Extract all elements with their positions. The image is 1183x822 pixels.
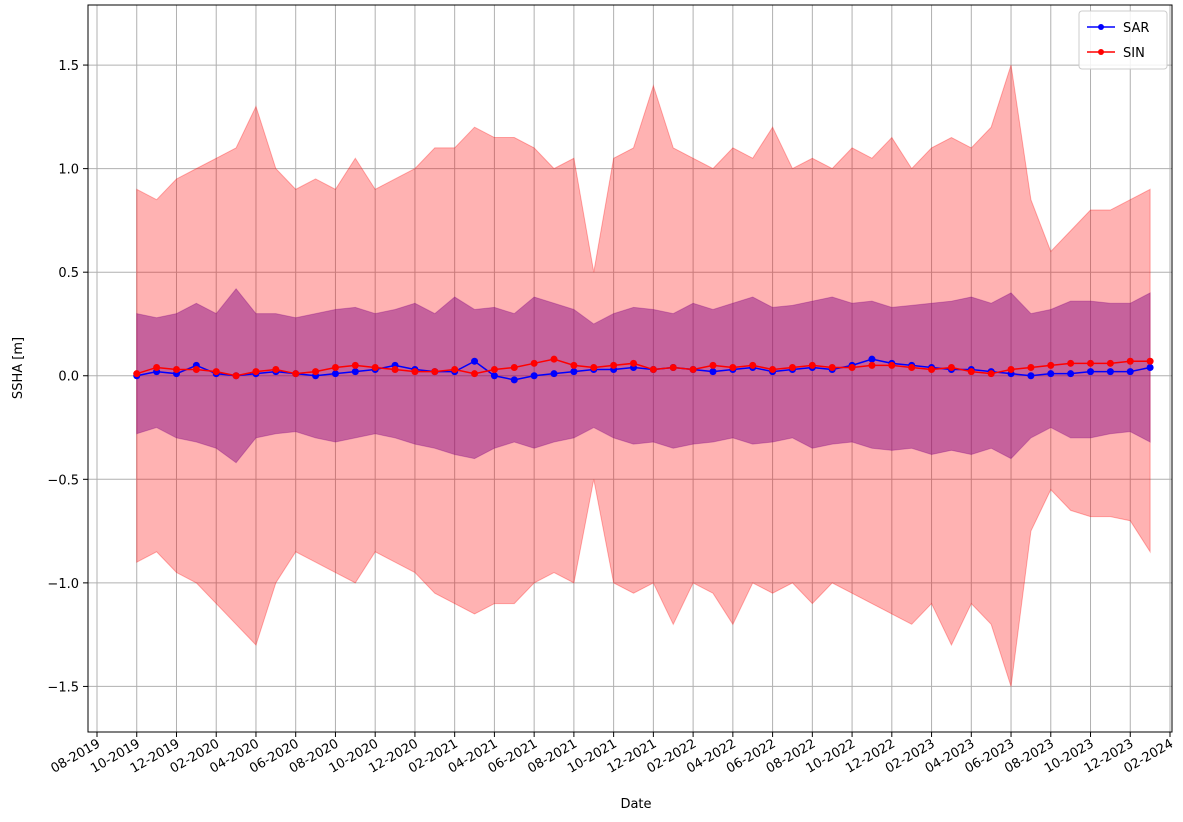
point xyxy=(868,361,876,369)
point xyxy=(252,368,260,376)
point xyxy=(1067,370,1075,378)
point xyxy=(828,363,836,371)
point xyxy=(1106,359,1114,367)
point xyxy=(1027,363,1035,371)
point xyxy=(630,359,637,367)
point xyxy=(530,372,538,380)
series-line xyxy=(136,358,1151,377)
point xyxy=(490,366,498,374)
point xyxy=(1027,372,1035,380)
point xyxy=(312,368,320,376)
y-tick-label: 0.5 xyxy=(58,266,79,281)
point xyxy=(1146,363,1154,371)
point xyxy=(1047,361,1055,369)
point xyxy=(908,363,916,371)
point xyxy=(1087,359,1095,367)
point xyxy=(1007,366,1015,374)
point xyxy=(451,366,459,374)
legend-label: SAR xyxy=(1123,21,1149,36)
point xyxy=(808,361,816,369)
point xyxy=(530,359,538,367)
point xyxy=(550,355,558,363)
band xyxy=(136,64,1151,687)
point xyxy=(351,368,359,376)
point xyxy=(689,366,697,374)
frame xyxy=(87,4,1173,733)
point xyxy=(888,361,896,369)
point xyxy=(729,363,737,371)
point xyxy=(1146,357,1154,365)
point xyxy=(411,368,419,376)
point xyxy=(570,361,578,369)
point xyxy=(351,361,359,369)
point xyxy=(510,376,518,384)
point xyxy=(1087,368,1095,376)
point xyxy=(610,361,618,369)
y-tick-label: −1.5 xyxy=(47,680,79,695)
y-axis-label: SSHA [m] xyxy=(11,337,26,399)
point xyxy=(1067,359,1075,367)
point xyxy=(848,363,856,371)
point xyxy=(331,363,339,371)
point xyxy=(669,363,677,371)
point xyxy=(272,366,280,374)
legend-marker xyxy=(1098,49,1104,55)
point xyxy=(172,366,180,374)
point xyxy=(570,368,578,376)
series-line xyxy=(136,358,1151,381)
point xyxy=(868,355,876,363)
y-tick-label: −0.5 xyxy=(47,473,79,488)
point xyxy=(649,366,657,374)
point xyxy=(928,366,936,374)
point xyxy=(947,363,955,371)
point xyxy=(1126,357,1134,365)
point xyxy=(431,368,439,376)
point xyxy=(788,363,796,371)
point xyxy=(212,368,220,376)
point xyxy=(550,370,558,378)
point xyxy=(490,372,498,380)
point xyxy=(987,370,995,378)
point xyxy=(967,368,975,376)
legend-label: SIN xyxy=(1123,46,1145,61)
point xyxy=(391,366,399,374)
point xyxy=(510,363,518,371)
point xyxy=(1126,368,1134,376)
point xyxy=(1106,368,1114,376)
point xyxy=(769,366,777,374)
y-tick-label: −1.0 xyxy=(47,577,79,592)
point xyxy=(232,372,240,380)
point xyxy=(471,357,479,365)
point xyxy=(371,363,379,371)
x-axis-label: Date xyxy=(620,797,651,812)
y-tick-label: 0.0 xyxy=(58,370,79,385)
legend-marker xyxy=(1098,24,1104,30)
point xyxy=(709,361,717,369)
band xyxy=(136,287,1151,464)
y-tick-label: 1.0 xyxy=(58,163,79,178)
point xyxy=(1047,370,1055,378)
point xyxy=(749,361,757,369)
point xyxy=(192,366,200,374)
point xyxy=(133,370,141,378)
point xyxy=(153,363,161,371)
point xyxy=(590,363,598,371)
point xyxy=(292,370,300,378)
point xyxy=(471,370,479,378)
point xyxy=(331,370,339,378)
y-tick-label: 1.5 xyxy=(58,59,79,74)
point xyxy=(709,368,717,376)
